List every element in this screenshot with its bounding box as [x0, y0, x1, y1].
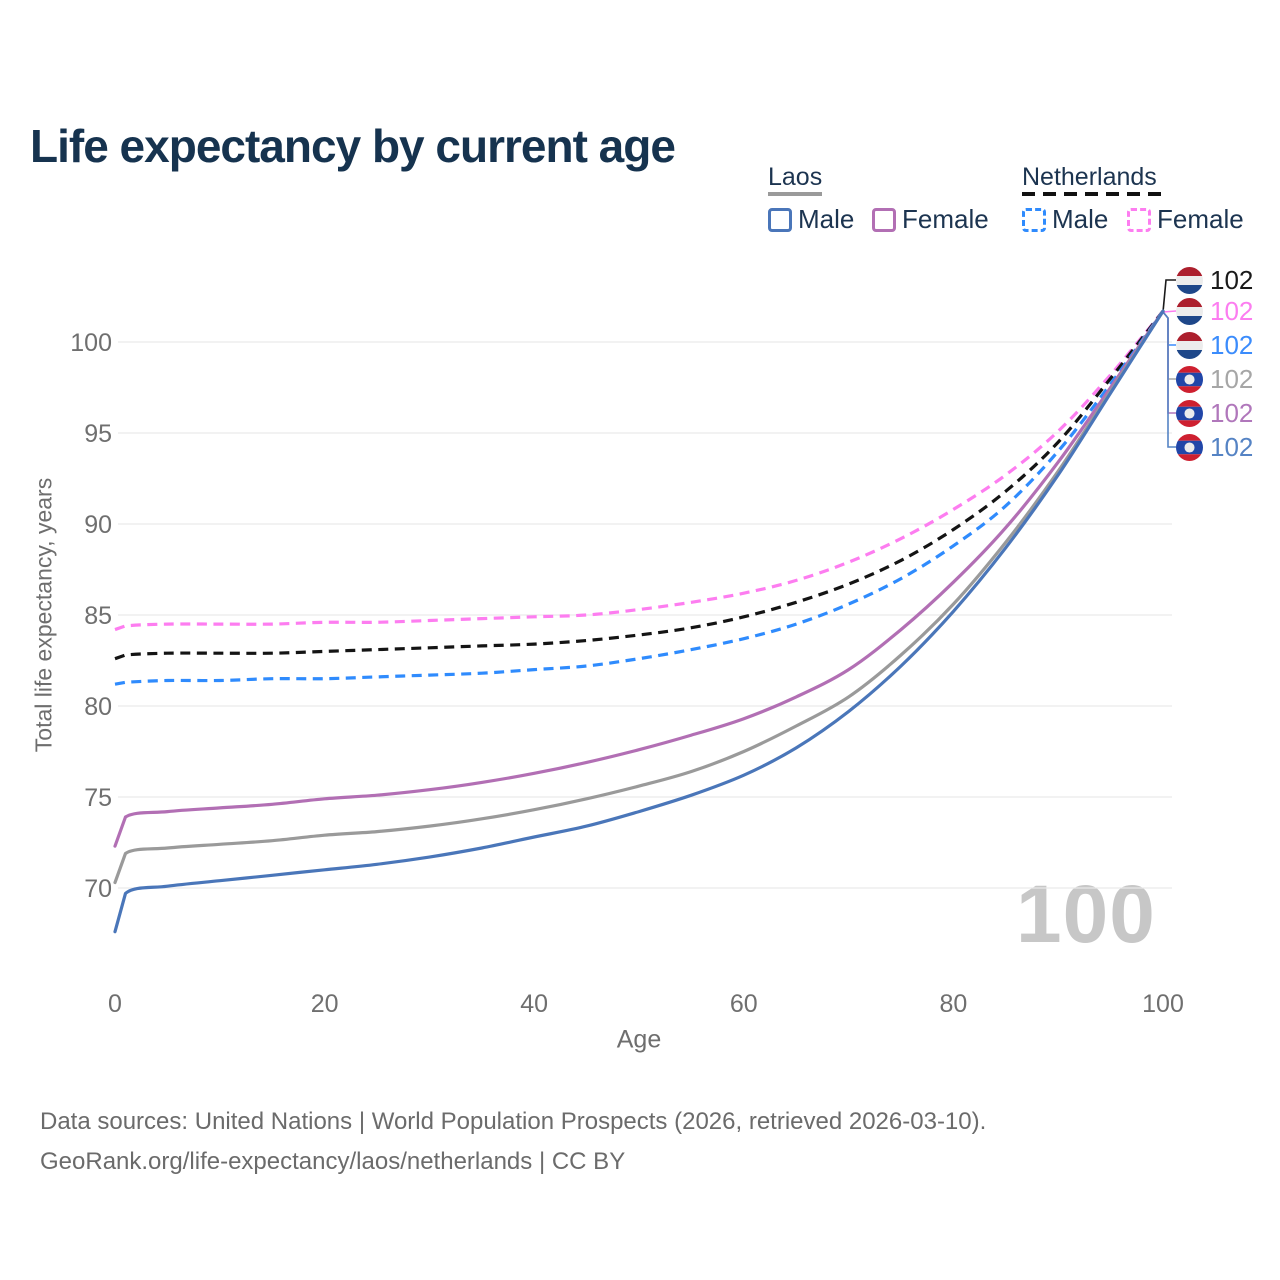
endpoint-value: 102	[1210, 265, 1254, 295]
y-tick-label: 90	[84, 511, 112, 539]
legend-item-laos-female[interactable]: Female	[872, 204, 989, 235]
endpoint-value: 102	[1210, 398, 1254, 428]
endpoint-value: 102	[1210, 330, 1254, 360]
legend-item-label: Male	[1052, 204, 1109, 234]
legend-group-netherlands[interactable]: Netherlands	[1022, 163, 1157, 191]
endpoint-leader-line	[1162, 311, 1176, 448]
series-line-laos-male[interactable]	[113, 309, 1165, 934]
x-tick-label: 20	[311, 990, 339, 1018]
legend-item-label: Male	[798, 204, 855, 234]
laos-male-swatch-icon	[768, 207, 792, 232]
endpoint-label-netherlands-male: 102	[1176, 330, 1253, 360]
legend-group-laos[interactable]: Laos	[768, 163, 823, 191]
endpoint-label-netherlands-female: 102	[1176, 296, 1253, 326]
data-sources-text: Data sources: United Nations | World Pop…	[40, 1108, 987, 1135]
legend-item-label: Female	[902, 204, 989, 234]
endpoint-label-laos-all: 102	[1176, 364, 1253, 394]
x-tick-label: 100	[1142, 990, 1184, 1018]
legend-laos-underline	[768, 192, 822, 196]
endpoint-value: 102	[1210, 432, 1254, 462]
y-tick-label: 75	[84, 784, 112, 812]
endpoint-label-laos-male: 102	[1176, 432, 1253, 462]
netherlands-flag-icon	[1176, 331, 1203, 359]
legend-item-label: Female	[1157, 204, 1244, 234]
x-tick-label: 40	[520, 990, 548, 1018]
attribution-text: GeoRank.org/life-expectancy/laos/netherl…	[40, 1148, 626, 1175]
series-line-laos-all[interactable]	[113, 309, 1165, 885]
netherlands-male-swatch-icon	[1022, 207, 1046, 232]
laos-flag-icon	[1176, 365, 1203, 393]
series-line-laos-female[interactable]	[113, 309, 1165, 848]
series-line-netherlands-male[interactable]	[114, 310, 1165, 686]
laos-flag-icon	[1176, 399, 1203, 427]
endpoint-label-laos-female: 102	[1176, 398, 1253, 428]
endpoint-leader-line	[1162, 310, 1177, 313]
y-tick-label: 80	[84, 693, 112, 721]
endpoint-leader-line	[1162, 279, 1176, 313]
x-tick-label: 60	[730, 990, 758, 1018]
y-axis-title: Total life expectancy, years	[30, 477, 57, 753]
netherlands-flag-icon	[1176, 266, 1203, 294]
legend-item-laos-male[interactable]: Male	[768, 204, 854, 235]
y-tick-label: 70	[84, 875, 112, 903]
netherlands-flag-icon	[1176, 297, 1203, 325]
series-line-netherlands-all[interactable]	[114, 310, 1165, 661]
x-axis-title: Age	[616, 1025, 662, 1054]
laos-female-swatch-icon	[872, 207, 896, 232]
legend-netherlands-underline	[1022, 192, 1163, 196]
y-tick-label: 85	[84, 602, 112, 630]
y-tick-label: 100	[70, 329, 112, 357]
series-line-netherlands-female[interactable]	[114, 310, 1165, 632]
netherlands-female-swatch-icon	[1127, 207, 1151, 232]
laos-flag-icon	[1176, 433, 1203, 461]
endpoint-leader-line	[1162, 311, 1176, 346]
endpoint-value: 102	[1210, 296, 1254, 326]
x-tick-label: 0	[108, 990, 122, 1018]
legend-item-netherlands-male[interactable]: Male	[1022, 204, 1108, 235]
endpoint-value: 102	[1210, 364, 1254, 394]
x-tick-label: 80	[939, 990, 967, 1018]
watermark-age-value: 100	[1016, 869, 1156, 960]
endpoint-leader-line	[1162, 311, 1176, 414]
page-title: Life expectancy by current age	[30, 119, 676, 172]
legend-item-netherlands-female[interactable]: Female	[1127, 204, 1244, 235]
y-tick-label: 95	[84, 420, 112, 448]
endpoint-label-netherlands-all: 102	[1176, 265, 1253, 295]
